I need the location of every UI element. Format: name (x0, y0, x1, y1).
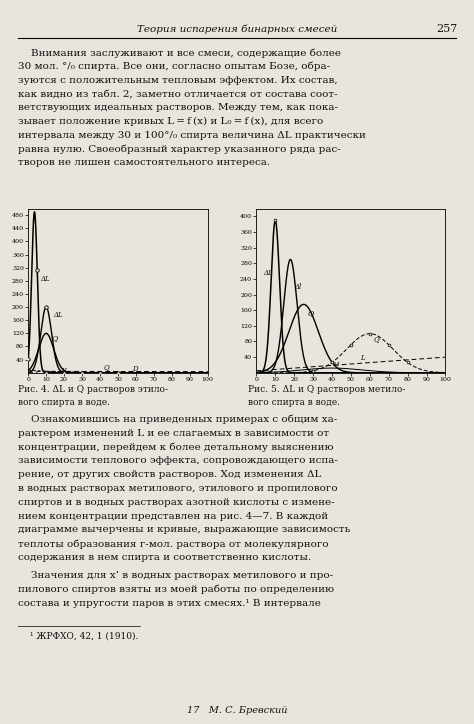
Text: зуются с положительным тепловым эффектом. Их состав,: зуются с положительным тепловым эффектом… (18, 75, 337, 85)
Text: в водных растворах метилового, этилового и пропилового: в водных растворах метилового, этилового… (18, 484, 337, 493)
Text: Рис. 4. ΔL и Q растворов этило-: Рис. 4. ΔL и Q растворов этило- (18, 385, 168, 394)
Text: ΔL: ΔL (40, 275, 49, 283)
Text: вого спирта в воде.: вого спирта в воде. (18, 398, 110, 407)
Text: Внимания заслуживают и все смеси, содержащие более: Внимания заслуживают и все смеси, содерж… (18, 48, 341, 57)
Text: Значения для x’ в водных растворах метилового и про-: Значения для x’ в водных растворах метил… (18, 571, 333, 580)
Text: творов не лишен самостоятельного интереса.: творов не лишен самостоятельного интерес… (18, 159, 270, 167)
Text: рактером изменений L и ее слагаемых в зависимости от: рактером изменений L и ее слагаемых в за… (18, 429, 329, 438)
Text: равна нулю. Своеобразный характер указанного ряда рас-: равна нулю. Своеобразный характер указан… (18, 145, 341, 154)
Text: D: D (132, 365, 138, 373)
Text: Ознакомившись на приведенных примерах с общим ха-: Ознакомившись на приведенных примерах с … (18, 415, 337, 424)
Text: зывает положение кривых L = f (x) и L₀ = f (x), для всего: зывает положение кривых L = f (x) и L₀ =… (18, 117, 323, 126)
Text: Δl: Δl (294, 283, 301, 291)
Text: нием концентрации представлен на рис. 4—7. В каждой: нием концентрации представлен на рис. 4—… (18, 512, 328, 521)
Text: пилового спиртов взяты из моей работы по определению: пилового спиртов взяты из моей работы по… (18, 585, 334, 594)
Text: L: L (360, 354, 365, 362)
Text: зависимости теплового эффекта, сопровождающего испа-: зависимости теплового эффекта, сопровожд… (18, 456, 338, 466)
Text: спиртов и в водных растворах азотной кислоты с измене-: спиртов и в водных растворах азотной кис… (18, 498, 335, 507)
Text: Q: Q (308, 309, 314, 317)
Text: ΔL: ΔL (54, 311, 63, 319)
Text: ΔL: ΔL (263, 269, 273, 277)
Text: диаграмме вычерчены и кривые, выражающие зависимость: диаграмме вычерчены и кривые, выражающие… (18, 526, 350, 534)
Text: рение, от других свойств растворов. Ход изменения ΔL: рение, от других свойств растворов. Ход … (18, 470, 321, 479)
Text: 17   М. С. Бревский: 17 М. С. Бревский (187, 706, 287, 715)
Text: содержания в нем спирта и соответственно кислоты.: содержания в нем спирта и соответственно… (18, 553, 311, 562)
Text: M: M (332, 362, 338, 367)
Text: Q: Q (374, 334, 379, 342)
Text: ¹ ЖРФХО, 42, 1 (1910).: ¹ ЖРФХО, 42, 1 (1910). (30, 631, 138, 640)
Text: Рис. 5. ΔL и Q растворов метило-: Рис. 5. ΔL и Q растворов метило- (248, 385, 405, 394)
Text: интервала между 30 и 100°/₀ спирта величина ΔL практически: интервала между 30 и 100°/₀ спирта велич… (18, 131, 366, 140)
Text: вого спирта в воде.: вого спирта в воде. (248, 398, 340, 407)
Text: как видно из табл. 2, заметно отличается от состава соот-: как видно из табл. 2, заметно отличается… (18, 89, 337, 98)
Text: 257: 257 (437, 24, 458, 34)
Text: Q: Q (52, 334, 58, 342)
Text: 30 мол. °/₀ спирта. Все они, согласно опытам Бозе, обра-: 30 мол. °/₀ спирта. Все они, согласно оп… (18, 62, 330, 71)
Text: Теория испарения бинарных смесей: Теория испарения бинарных смесей (137, 24, 337, 33)
Text: ветствующих идеальных растворов. Между тем, как пока-: ветствующих идеальных растворов. Между т… (18, 104, 338, 112)
Text: теплоты образования г-мол. раствора от молекулярного: теплоты образования г-мол. раствора от м… (18, 539, 328, 549)
Text: состава и упругости паров в этих смесях.¹ В интервале: состава и упругости паров в этих смесях.… (18, 599, 321, 607)
Text: концентрации, перейдем к более детальному выяснению: концентрации, перейдем к более детальном… (18, 442, 334, 452)
Text: ΔL: ΔL (61, 368, 69, 373)
Text: Q: Q (104, 363, 109, 371)
